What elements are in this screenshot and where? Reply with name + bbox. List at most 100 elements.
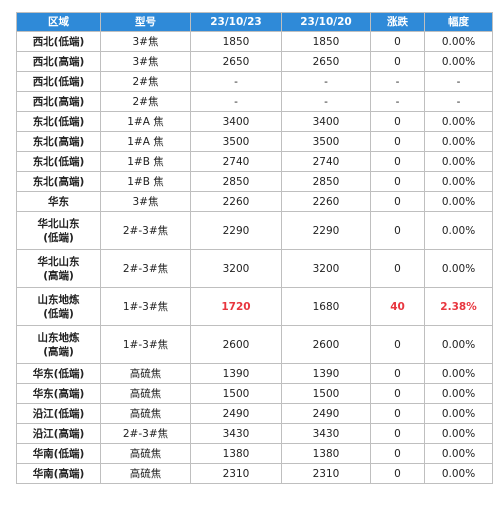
price-date-2-cell: - [281,91,371,112]
price-date-2-cell: - [281,71,371,92]
type-cell: 3#焦 [100,31,191,52]
region-cell: 西北(低端) [16,31,101,52]
change-cell: 40 [370,287,425,326]
region-cell: 东北(高端) [16,131,101,152]
price-date-1-cell: 3500 [190,131,282,152]
type-cell: 1#-3#焦 [100,287,191,326]
region-cell: 山东地炼 (低端) [16,287,101,326]
type-cell: 2#-3#焦 [100,423,191,444]
region-cell: 华北山东 (高端) [16,249,101,288]
region-cell: 东北(低端) [16,151,101,172]
price-date-2-cell: 2260 [281,191,371,212]
price-date-1-cell: 2650 [190,51,282,72]
table-row: 东北(低端) 1#B 焦 2740 2740 0 0.00% [16,151,493,172]
change-cell: 0 [370,31,425,52]
table-row: 华北山东 (低端) 2#-3#焦 2290 2290 0 0.00% [16,211,493,250]
price-date-1-cell: 3200 [190,249,282,288]
price-date-2-cell: 3400 [281,111,371,132]
type-cell: 1#A 焦 [100,111,191,132]
price-date-2-cell: 2740 [281,151,371,172]
header-type: 型号 [100,12,191,32]
price-date-2-cell: 3200 [281,249,371,288]
table-row: 沿江(高端) 2#-3#焦 3430 3430 0 0.00% [16,423,493,444]
type-cell: 高硫焦 [100,383,191,404]
region-cell: 华南(高端) [16,463,101,484]
region-cell: 华南(低端) [16,443,101,464]
table-row: 西北(低端) 3#焦 1850 1850 0 0.00% [16,31,493,52]
type-cell: 高硫焦 [100,403,191,424]
type-cell: 1#-3#焦 [100,325,191,364]
change-cell: 0 [370,363,425,384]
percent-cell: 0.00% [424,171,493,192]
price-date-2-cell: 3500 [281,131,371,152]
price-date-1-cell: 2260 [190,191,282,212]
header-region: 区域 [16,12,101,32]
table-row: 沿江(低端) 高硫焦 2490 2490 0 0.00% [16,403,493,424]
table-row: 华东(低端) 高硫焦 1390 1390 0 0.00% [16,363,493,384]
type-cell: 高硫焦 [100,463,191,484]
region-cell: 沿江(低端) [16,403,101,424]
price-date-1-cell: 1380 [190,443,282,464]
table-row: 华南(低端) 高硫焦 1380 1380 0 0.00% [16,443,493,464]
type-cell: 高硫焦 [100,443,191,464]
region-cell: 东北(高端) [16,171,101,192]
region-cell: 华北山东 (低端) [16,211,101,250]
table-row: 西北(高端) 3#焦 2650 2650 0 0.00% [16,51,493,72]
price-date-1-cell: 1500 [190,383,282,404]
price-date-1-cell: - [190,91,282,112]
change-cell: 0 [370,191,425,212]
type-cell: 3#焦 [100,51,191,72]
header-change: 涨跌 [370,12,425,32]
price-date-2-cell: 2290 [281,211,371,250]
percent-cell: 2.38% [424,287,493,326]
table-row: 山东地炼 (高端) 1#-3#焦 2600 2600 0 0.00% [16,325,493,364]
table-row: 华东(高端) 高硫焦 1500 1500 0 0.00% [16,383,493,404]
region-cell: 东北(低端) [16,111,101,132]
table-row: 西北(低端) 2#焦 - - - - [16,71,493,92]
percent-cell: 0.00% [424,403,493,424]
header-percent: 幅度 [424,12,493,32]
price-date-2-cell: 2310 [281,463,371,484]
change-cell: 0 [370,443,425,464]
table-row: 东北(高端) 1#B 焦 2850 2850 0 0.00% [16,171,493,192]
change-cell: 0 [370,325,425,364]
price-date-1-cell: 3430 [190,423,282,444]
table-row: 山东地炼 (低端) 1#-3#焦 1720 1680 40 2.38% [16,287,493,326]
price-date-1-cell: 1720 [190,287,282,326]
type-cell: 2#-3#焦 [100,249,191,288]
table-row: 东北(低端) 1#A 焦 3400 3400 0 0.00% [16,111,493,132]
percent-cell: 0.00% [424,383,493,404]
change-cell: 0 [370,111,425,132]
percent-cell: 0.00% [424,463,493,484]
price-date-1-cell: 3400 [190,111,282,132]
region-cell: 西北(低端) [16,71,101,92]
table-row: 东北(高端) 1#A 焦 3500 3500 0 0.00% [16,131,493,152]
table-row: 华东 3#焦 2260 2260 0 0.00% [16,191,493,212]
region-cell: 华东 [16,191,101,212]
change-cell: 0 [370,403,425,424]
change-cell: 0 [370,151,425,172]
price-date-1-cell: 1390 [190,363,282,384]
price-date-2-cell: 2490 [281,403,371,424]
region-cell: 华东(低端) [16,363,101,384]
percent-cell: 0.00% [424,443,493,464]
price-date-1-cell: 2740 [190,151,282,172]
change-cell: 0 [370,249,425,288]
price-date-1-cell: - [190,71,282,92]
percent-cell: 0.00% [424,325,493,364]
type-cell: 3#焦 [100,191,191,212]
price-date-1-cell: 2490 [190,403,282,424]
price-date-1-cell: 2850 [190,171,282,192]
type-cell: 2#-3#焦 [100,211,191,250]
price-date-2-cell: 1390 [281,363,371,384]
change-cell: 0 [370,171,425,192]
price-date-1-cell: 2600 [190,325,282,364]
region-cell: 西北(高端) [16,91,101,112]
type-cell: 1#B 焦 [100,151,191,172]
percent-cell: 0.00% [424,151,493,172]
change-cell: - [370,91,425,112]
table-body: 西北(低端) 3#焦 1850 1850 0 0.00% 西北(高端) 3#焦 2650 2650… [16,31,493,484]
price-date-2-cell: 2650 [281,51,371,72]
type-cell: 高硫焦 [100,363,191,384]
change-cell: 0 [370,383,425,404]
